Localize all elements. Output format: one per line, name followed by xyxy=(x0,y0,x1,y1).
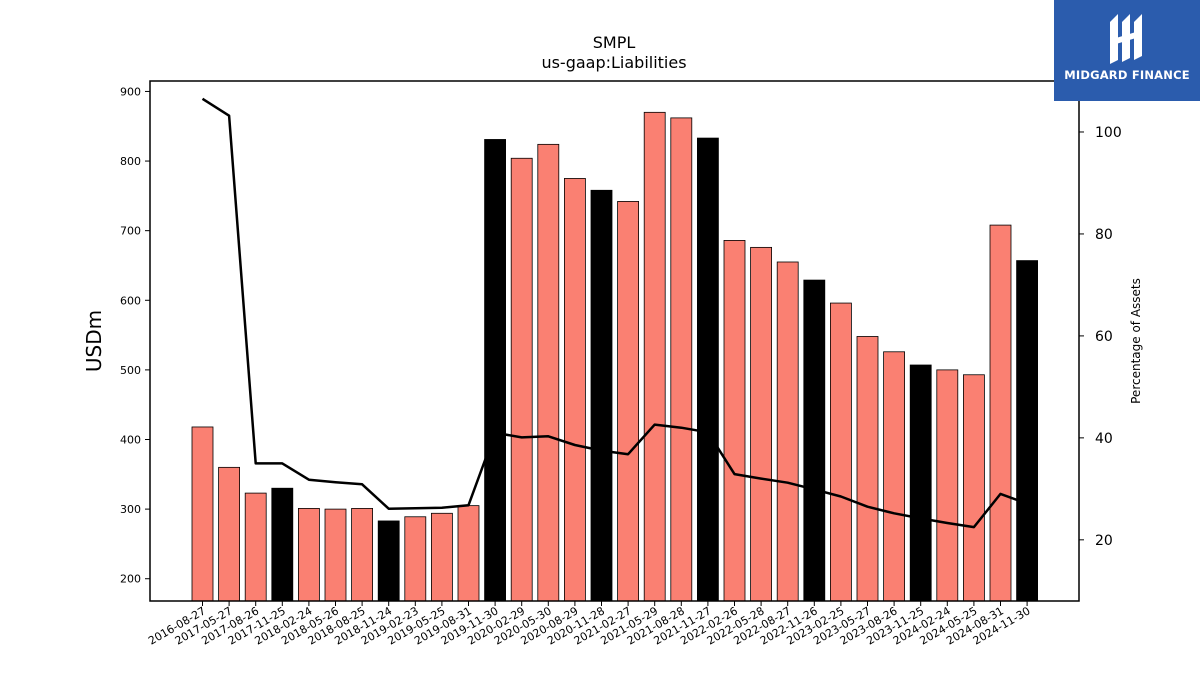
y-tick-label: 700 xyxy=(120,225,141,238)
bar-2021-05-29 xyxy=(643,111,666,602)
bar-2022-11-26 xyxy=(803,279,826,602)
bar-2022-05-28 xyxy=(750,246,772,602)
bar-2021-02-27 xyxy=(617,201,639,602)
bar-2018-02-24 xyxy=(297,508,320,602)
chart-subtitle: us-gaap:Liabilities xyxy=(541,53,686,72)
percentage-line xyxy=(201,97,1028,529)
plot-frame xyxy=(149,80,1080,602)
bar-2023-02-25 xyxy=(830,302,852,602)
logo-text: MIDGARD FINANCE xyxy=(1064,68,1190,82)
bar-2021-11-27 xyxy=(697,137,719,602)
bar-2023-05-27 xyxy=(856,336,879,602)
y-tick-label: 400 xyxy=(120,434,141,447)
y2-tick-label: 40 xyxy=(1095,431,1113,447)
line-group xyxy=(201,97,1028,529)
bar-2024-11-30 xyxy=(1016,260,1038,602)
bar-2024-05-25 xyxy=(963,374,985,602)
bar-2017-05-27 xyxy=(218,466,241,602)
bar-2020-08-29 xyxy=(564,178,586,602)
bar-2021-08-28 xyxy=(670,117,693,602)
right-axis: 20 40 60 80 100 xyxy=(1079,125,1122,549)
bar-2019-02-23 xyxy=(404,516,427,602)
y-tick-label: 300 xyxy=(120,503,141,516)
y2-tick-label: 100 xyxy=(1095,125,1122,141)
bar-2018-11-24 xyxy=(377,520,400,602)
bar-2024-08-31 xyxy=(989,224,1012,602)
bar-2019-11-30 xyxy=(484,139,507,602)
chart-title: SMPL xyxy=(593,33,636,52)
bar-2019-08-31 xyxy=(457,505,480,602)
y-axis-label: USDm xyxy=(82,310,106,372)
x-axis: 2016-08-272017-05-272017-08-262017-11-25… xyxy=(146,601,1033,648)
y-tick-label: 800 xyxy=(120,155,141,168)
brand-logo: MIDGARD FINANCE xyxy=(1054,0,1200,101)
bar-2019-05-25 xyxy=(430,512,453,602)
bars-group xyxy=(191,111,1038,602)
bar-2020-02-29 xyxy=(510,157,533,602)
bar-2023-08-26 xyxy=(883,351,905,602)
bar-2024-02-24 xyxy=(936,369,959,602)
left-axis: 200 300 400 500 600 700 800 900 xyxy=(120,85,150,586)
y-tick-label: 900 xyxy=(120,85,141,98)
logo-mark-icon xyxy=(1110,14,1142,64)
bar-2022-02-26 xyxy=(723,240,746,602)
bar-2020-05-30 xyxy=(537,143,560,602)
bar-2017-08-26 xyxy=(244,492,267,602)
y2-tick-label: 80 xyxy=(1095,227,1113,243)
y2-axis-label: Percentage of Assets xyxy=(1129,278,1143,404)
bar-2022-08-27 xyxy=(776,261,799,602)
y2-tick-label: 60 xyxy=(1095,329,1113,345)
bar-2017-11-25 xyxy=(271,487,294,602)
y-tick-label: 600 xyxy=(120,294,141,307)
bar-2020-11-28 xyxy=(590,189,613,602)
y-tick-label: 500 xyxy=(120,364,141,377)
y2-tick-label: 20 xyxy=(1095,533,1113,549)
bar-2016-08-27 xyxy=(191,426,214,602)
bar-2023-11-25 xyxy=(909,364,932,602)
bar-2018-08-25 xyxy=(351,508,374,602)
y-tick-label: 200 xyxy=(120,573,141,586)
bar-2018-05-26 xyxy=(324,508,347,602)
